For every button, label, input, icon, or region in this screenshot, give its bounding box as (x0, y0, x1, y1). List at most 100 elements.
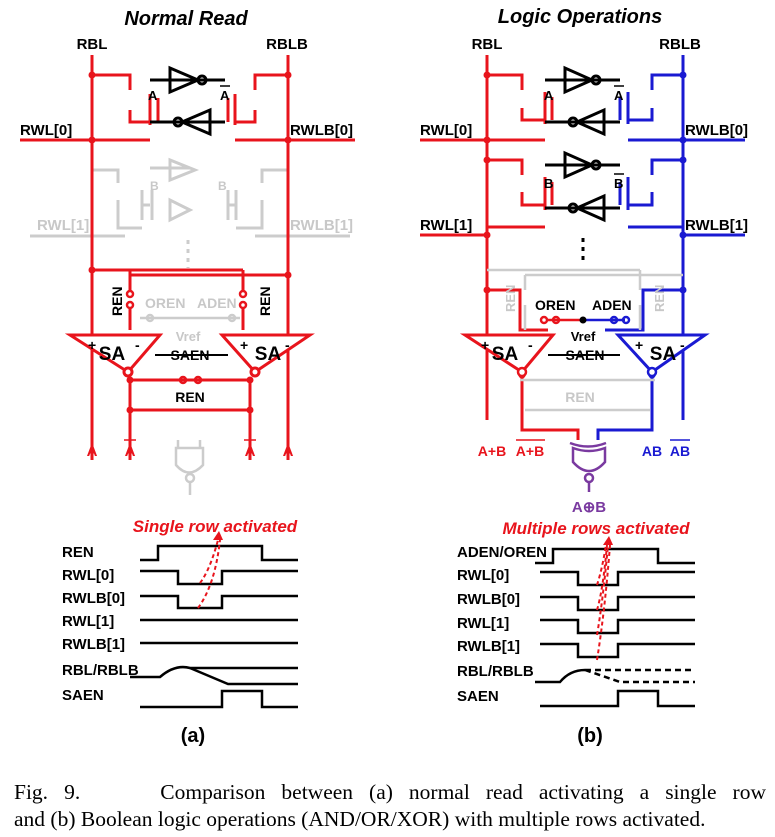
panel-a-node-b: B (150, 179, 159, 193)
panel-a-gray-gate (174, 440, 205, 495)
panel-b-oren: OREN (535, 297, 575, 313)
panel-b-blue-net (596, 55, 745, 440)
panel-b-node-bb: B (614, 176, 623, 191)
panel-a-node-a: A (148, 88, 158, 103)
panel-b-sig-6: SAEN (457, 688, 499, 705)
panel-b-node-a: A (544, 88, 554, 103)
panel-b-node-b: B (544, 176, 553, 191)
panel-a-ren-switches (125, 289, 248, 385)
caption-prefix: Fig. 9. (14, 780, 81, 804)
panel-b-out-nor: A+B (516, 443, 544, 459)
panel-a-sa-left: SA (99, 344, 126, 365)
panel-a-bitlines (20, 55, 355, 460)
panel-a-rwl0-label: RWL[0] (20, 122, 72, 139)
panel-b: Logic Operations RBL RBLB (420, 6, 748, 747)
panel-b-saen: SAEN (566, 347, 605, 363)
panel-b-rblb-label: RBLB (659, 36, 701, 53)
panel-b-ren-bottom: REN (565, 389, 595, 405)
panel-a-sa-minus-l: - (135, 337, 140, 353)
panel-b-waveforms (535, 547, 695, 708)
panel-b-rwlb0-label: RWLB[0] (685, 122, 748, 139)
panel-a-title: Normal Read (124, 8, 248, 30)
panel-a-sig-3: RWL[1] (62, 613, 114, 630)
panel-b-sa-minus-r: - (680, 337, 685, 353)
figure-9: Normal Read RBL RBLB RWL[1] RWLB[1] B B (20, 6, 748, 747)
figure-caption: Fig. 9. Comparison between (a) normal re… (14, 779, 766, 833)
panel-b-sig-3: RWL[1] (457, 615, 509, 632)
panel-b-sa-plus-r: + (635, 337, 643, 353)
caption-ops: AND/OR/XOR (308, 807, 443, 831)
panel-a-sig-2: RWLB[0] (62, 590, 125, 607)
panel-a: Normal Read RBL RBLB RWL[1] RWLB[1] B B (20, 8, 355, 747)
panel-b-ren-right: REN (652, 285, 667, 312)
panel-b-gray-net (487, 268, 683, 412)
panel-a-latch (150, 65, 225, 137)
caption-line2-a: and (b) Boolean logic operations ( (14, 807, 309, 831)
panel-a-rwlb0-label: RWLB[0] (290, 122, 353, 139)
caption-line2-b: ) with multiple rows activated. (442, 807, 706, 831)
panel-a-ren-bottom: REN (175, 389, 205, 405)
panel-a-timing-labels: REN RWL[0] RWLB[0] RWL[1] RWLB[1] RBL/RB… (62, 544, 139, 704)
panel-a-sig-5: RBL/RBLB (62, 662, 139, 679)
panel-b-latches (545, 65, 620, 262)
panel-a-sa-minus-r: - (285, 337, 290, 353)
panel-b-sa-minus-l: - (528, 337, 533, 353)
panel-a-sa-right: SA (255, 344, 282, 365)
caption-line2: and (b) Boolean logic operations (AND/OR… (14, 806, 766, 833)
panel-a-rblb-label: RBLB (266, 36, 308, 53)
panel-a-sa-plus-l: + (88, 337, 96, 353)
caption-line1: Comparison between (a) normal read activ… (160, 780, 766, 804)
panel-a-rbl-label: RBL (77, 36, 108, 53)
panel-a-vref: Vref (176, 329, 201, 344)
panel-a-waveforms (130, 544, 298, 709)
panel-a-sublabel: (a) (181, 725, 205, 747)
panel-a-saen: SAEN (171, 347, 210, 363)
panel-a-ren-right: REN (257, 286, 273, 316)
panel-a-sig-6: SAEN (62, 687, 104, 704)
panel-b-sublabel: (b) (577, 725, 603, 747)
panel-b-sig-2: RWLB[0] (457, 591, 520, 608)
panel-a-node-ab: A (220, 88, 230, 103)
panel-b-out-or: A+B (478, 443, 506, 459)
panel-a-timing-note: Single row activated (133, 517, 298, 536)
panel-b-rbl-label: RBL (472, 36, 503, 53)
panel-b-title: Logic Operations (498, 6, 662, 28)
panel-a-ren-left: REN (109, 286, 125, 316)
panel-b-sig-5: RBL/RBLB (457, 663, 534, 680)
panel-a-activation-arrow (197, 539, 221, 609)
panel-a-node-bb: B (218, 179, 227, 193)
panel-a-junctions (88, 71, 292, 414)
panel-a-sig-0: REN (62, 544, 94, 561)
panel-a-aden: ADEN (197, 295, 237, 311)
panel-a-oren: OREN (145, 295, 185, 311)
panel-b-sa-left: SA (492, 344, 519, 365)
panel-b-sig-4: RWLB[1] (457, 638, 520, 655)
panel-a-out-a2: A (283, 443, 294, 460)
panel-b-out-xor: A⊕B (572, 499, 606, 516)
panel-a-out-a1: A (87, 443, 98, 460)
panel-a-out-ab2: A (245, 443, 256, 460)
panel-b-rwl0-label: RWL[0] (420, 122, 472, 139)
panel-b-rwlb1-label: RWLB[1] (685, 217, 748, 234)
panel-a-rwl1-label: RWL[1] (37, 217, 89, 234)
panel-a-sa-plus-r: + (240, 337, 248, 353)
panel-b-timing-note: Multiple rows activated (502, 519, 690, 538)
panel-b-xnor-gate (569, 441, 607, 492)
panel-b-sa-plus-l: + (481, 337, 489, 353)
panel-b-out-and: AB (642, 443, 662, 459)
panel-b-out-nand: AB (670, 443, 690, 459)
panel-b-rwl1-label: RWL[1] (420, 217, 472, 234)
panel-b-node-ab: A (614, 88, 624, 103)
panel-b-timing-labels: ADEN/OREN RWL[0] RWLB[0] RWL[1] RWLB[1] … (457, 544, 547, 705)
panel-b-red-net (420, 55, 580, 440)
panel-b-logic-switches (539, 315, 631, 325)
panel-b-vref: Vref (571, 329, 596, 344)
panel-b-activation-arrow (596, 544, 611, 661)
panel-b-sig-0: ADEN/OREN (457, 544, 547, 561)
panel-a-out-ab1: A (125, 443, 136, 460)
panel-b-ren-left: REN (503, 285, 518, 312)
panel-a-rwlb1-label: RWLB[1] (290, 217, 353, 234)
panel-a-sense-amps (64, 333, 315, 378)
panel-a-sig-1: RWL[0] (62, 567, 114, 584)
panel-b-sig-1: RWL[0] (457, 567, 509, 584)
